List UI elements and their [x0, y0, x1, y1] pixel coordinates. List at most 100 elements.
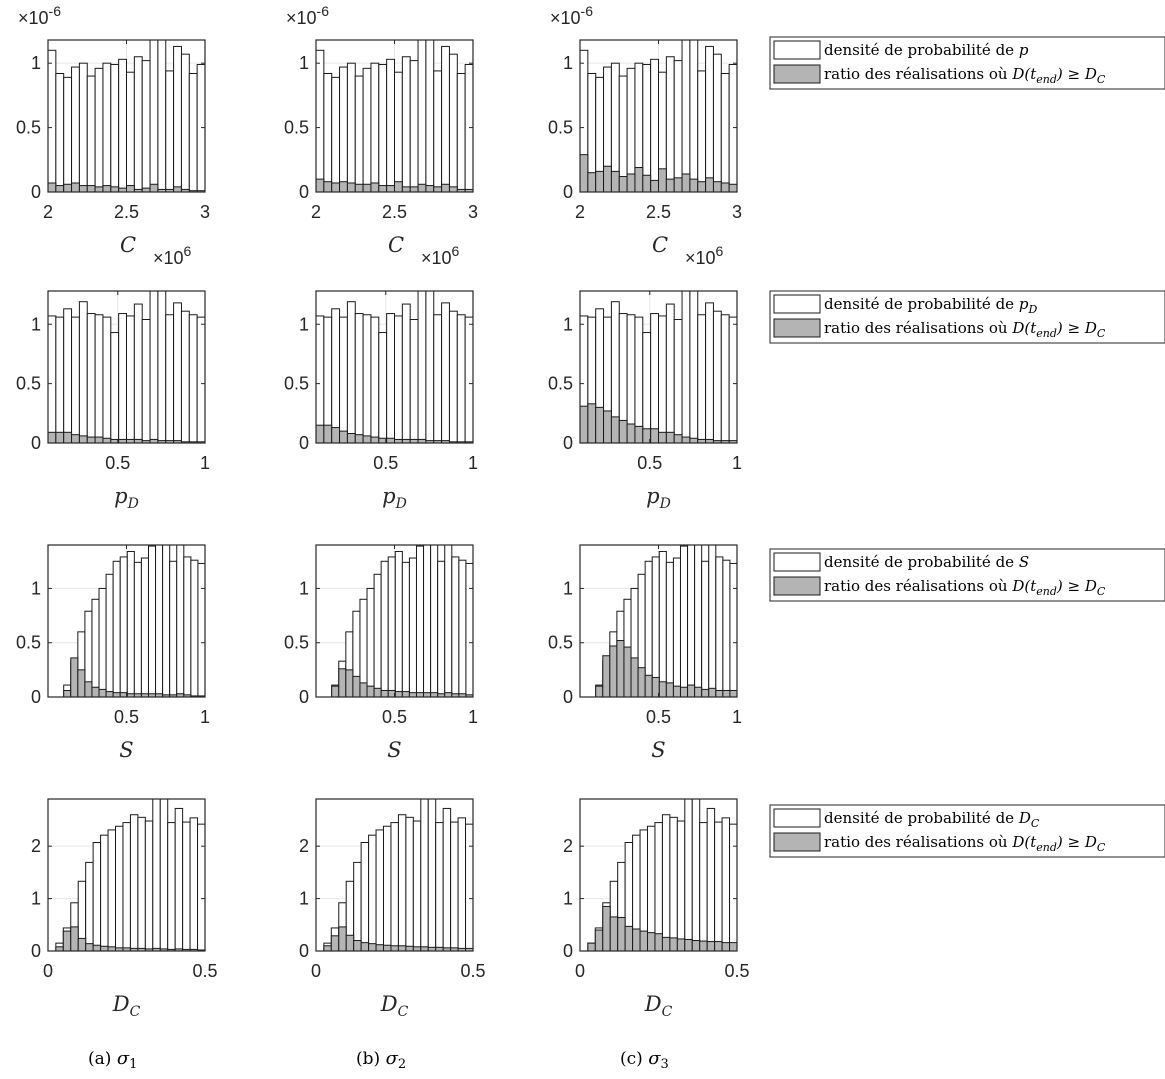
ratio-bar: [70, 657, 79, 698]
density-bar: [465, 823, 474, 952]
ratio-bar: [149, 183, 159, 193]
legend-entry-ratio-text: ratio des réalisations où: [824, 65, 1012, 83]
ratio-bar: [423, 692, 432, 698]
legend-entry-density: densité de probabilité de p: [824, 41, 1029, 59]
x-tick-label: 0.5: [373, 453, 398, 473]
ratio-bar: [86, 185, 96, 193]
legend-entry-ratio-sub: end: [1036, 841, 1057, 854]
ratio-bar: [417, 183, 427, 193]
caption-sub: 1: [129, 1057, 137, 1072]
x-axis-label-sub: D: [659, 496, 671, 512]
caption-label: (b): [356, 1049, 386, 1069]
legend-entry-density-symbol: S: [1019, 553, 1029, 571]
density-bar: [91, 598, 100, 698]
legend-entry-density: densité de probabilité de S: [824, 553, 1029, 571]
density-bar: [689, 290, 699, 444]
density-bar: [71, 66, 80, 193]
ratio-bar: [444, 692, 453, 698]
density-bar: [180, 53, 190, 193]
density-bar: [149, 39, 159, 193]
ratio-bar: [330, 935, 340, 952]
legend-entry-ratio: ratio des réalisations où D(tend) ≥ DC: [824, 65, 1106, 86]
x-tick-label: 2: [311, 202, 321, 222]
legend-entry-density-text: densité de probabilité de: [824, 553, 1019, 571]
subfigure-caption-1: (b) σ2: [356, 1048, 406, 1072]
x-multiplier-base: ×10: [421, 248, 452, 268]
x-tick-label: 1: [732, 707, 742, 727]
y-tick-label: 0.5: [284, 633, 309, 653]
ratio-bar: [673, 177, 683, 193]
density-bar: [331, 308, 341, 444]
density-bar: [78, 301, 88, 444]
legend-entry-ratio-expr: D(t: [1011, 577, 1037, 595]
legend-box: [769, 36, 1165, 90]
ratio-bar: [681, 436, 691, 444]
ratio-bar: [425, 185, 435, 193]
density-bar: [162, 544, 171, 698]
x-tick-label: 3: [732, 202, 742, 222]
density-bar: [354, 313, 364, 444]
ratio-bar: [375, 944, 385, 952]
ratio-bar: [362, 435, 372, 444]
density-bar: [430, 544, 439, 698]
density-bar: [362, 314, 372, 444]
ratio-bar: [699, 940, 708, 952]
density-bar: [457, 817, 467, 952]
ratio-bar: [354, 434, 364, 444]
x-axis-label-sub: C: [130, 1004, 141, 1020]
density-bar: [169, 560, 178, 698]
ratio-bar: [647, 932, 656, 952]
density-bar: [715, 556, 724, 698]
x-tick-label: 0.5: [646, 707, 671, 727]
ratio-bar: [650, 428, 660, 444]
density-bar: [464, 316, 474, 444]
density-bar: [433, 70, 443, 193]
ratio-bar: [665, 682, 674, 698]
ratio-bar: [71, 182, 80, 193]
x-tick-label: 0: [43, 961, 53, 981]
density-bar: [401, 303, 411, 444]
y-multiplier-base: ×10: [18, 8, 49, 28]
density-bar: [110, 332, 120, 444]
x-axis-label-main: p: [646, 484, 659, 508]
density-bar: [456, 72, 466, 193]
density-bar: [387, 556, 396, 698]
histogram-panel-r2-c1: 0.5 1 0 0.5 1 S: [284, 544, 478, 762]
y-tick-label: 0: [31, 182, 41, 202]
ratio-bar: [339, 430, 348, 444]
ratio-bar: [630, 657, 639, 698]
density-bar: [437, 560, 446, 698]
caption-symbol: σ: [386, 1048, 399, 1069]
density-bar: [375, 829, 385, 952]
y-tick-label: 1: [299, 53, 309, 73]
legend-entry-ratio-tail-sub: C: [1097, 73, 1106, 86]
ratio-bar: [105, 691, 114, 698]
density-bar: [190, 559, 199, 698]
ratio-bar: [681, 173, 691, 193]
ratio-bar: [603, 410, 612, 444]
density-bar: [708, 544, 717, 698]
ratio-bar: [617, 916, 626, 952]
density-bar: [173, 302, 182, 444]
legend-entry-density-text: densité de probabilité de: [824, 295, 1019, 313]
density-bar: [107, 829, 117, 952]
density-bar: [658, 551, 667, 698]
density-bar: [360, 842, 370, 952]
ratio-bar: [63, 431, 73, 444]
density-bar: [323, 316, 333, 444]
ratio-bar: [412, 946, 422, 952]
density-bar: [141, 319, 151, 444]
ratio-bar: [370, 182, 380, 193]
y-tick-label: 1: [299, 578, 309, 598]
ratio-bar: [86, 436, 96, 444]
axes-box: [579, 798, 738, 952]
density-bar: [149, 290, 159, 444]
ratio-bar: [378, 185, 388, 193]
density-bar: [174, 807, 184, 952]
density-bar: [415, 545, 425, 698]
density-bar: [423, 544, 432, 698]
legend-entry-ratio-tail: ) ≥ D: [1056, 319, 1097, 337]
density-bar: [188, 72, 198, 193]
density-bar: [729, 823, 738, 952]
